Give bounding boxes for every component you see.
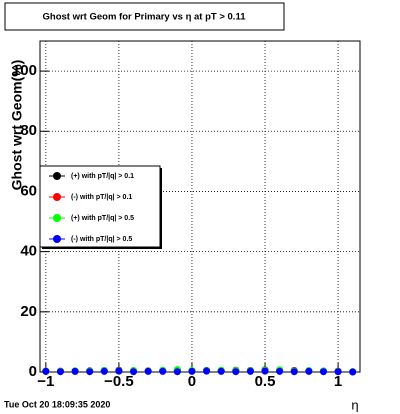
title-box: [4, 2, 285, 31]
x-tick-label: −1: [37, 373, 54, 390]
data-point: [71, 367, 79, 375]
x-axis-label: η: [351, 397, 358, 412]
legend-marker: [53, 214, 61, 222]
data-point: [246, 367, 254, 375]
timestamp: Tue Oct 20 18:09:35 2020: [4, 399, 110, 409]
data-point: [349, 368, 357, 376]
data-point: [100, 367, 108, 375]
data-point: [232, 368, 240, 376]
data-point: [334, 368, 342, 376]
data-point: [319, 368, 327, 376]
data-point: [173, 368, 181, 376]
chart-title: Ghost wrt Geom for Primary vs η at pT > …: [43, 12, 247, 23]
data-point: [261, 367, 269, 375]
legend-label: (-) with pT/|q| > 0.5: [71, 236, 132, 243]
x-tick-label: 1: [334, 373, 342, 390]
legend-label: (+) with pT/|q| > 0.5: [71, 215, 134, 222]
y-axis-label: Ghost wrt Geom(%): [9, 60, 25, 191]
data-point: [115, 367, 123, 375]
data-point: [42, 367, 50, 375]
data-point: [86, 368, 94, 376]
y-tick-label: 40: [20, 243, 37, 260]
data-point: [217, 367, 225, 375]
y-tick-label: 100: [12, 62, 37, 79]
legend-label: (-) with pT/|q| > 0.1: [71, 194, 132, 201]
x-tick-label: −0.5: [104, 373, 134, 390]
y-tick-label: 20: [20, 303, 37, 320]
data-point: [56, 368, 64, 376]
y-tick-label: 0: [29, 363, 37, 380]
legend-marker: [53, 235, 61, 243]
x-tick-label: 0.5: [255, 373, 276, 390]
y-tick-label: 80: [20, 122, 37, 139]
data-point: [290, 368, 298, 376]
data-point: [144, 367, 152, 375]
x-tick-label: 0: [188, 373, 196, 390]
data-point: [305, 367, 313, 375]
data-point: [276, 367, 284, 375]
data-point: [203, 367, 211, 375]
legend-marker: [53, 172, 61, 180]
data-point: [159, 367, 167, 375]
legend-marker: [53, 193, 61, 201]
legend-label: (+) with pT/|q| > 0.1: [71, 173, 134, 180]
data-point: [188, 367, 196, 375]
y-tick-label: 60: [20, 182, 37, 199]
data-point: [130, 368, 138, 376]
